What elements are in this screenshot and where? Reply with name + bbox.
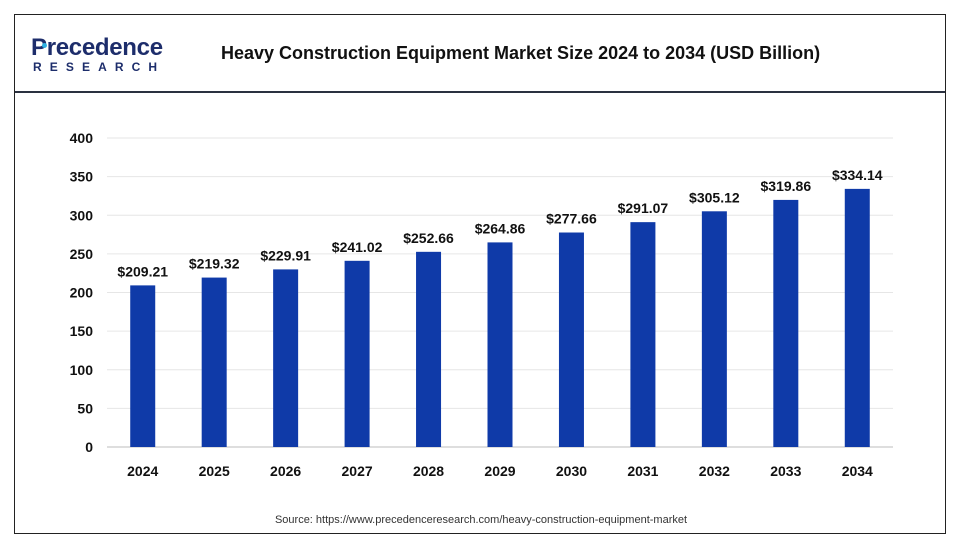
chart-title: Heavy Construction Equipment Market Size… xyxy=(221,43,821,63)
x-tick-label: 2025 xyxy=(199,463,230,479)
x-tick-label: 2034 xyxy=(842,463,873,479)
bar xyxy=(416,251,442,447)
bar xyxy=(487,242,513,447)
precedence-research-logo: Precedence RESEARCH xyxy=(31,35,181,77)
bar xyxy=(701,211,727,447)
logo-subtitle: RESEARCH xyxy=(33,60,166,74)
bar xyxy=(130,285,156,447)
chart-header: Precedence RESEARCH Heavy Construction E… xyxy=(15,15,945,93)
data-label: $305.12 xyxy=(689,189,740,205)
y-tick-label: 250 xyxy=(70,246,94,262)
x-tick-label: 2027 xyxy=(342,463,373,479)
x-tick-label: 2026 xyxy=(270,463,301,479)
data-label: $334.14 xyxy=(832,167,883,183)
bar xyxy=(630,222,656,447)
logo-accent-dot-icon xyxy=(42,43,47,48)
y-tick-label: 0 xyxy=(85,439,93,455)
y-tick-label: 50 xyxy=(77,400,93,416)
bar xyxy=(273,269,299,447)
bar xyxy=(844,188,870,448)
x-tick-label: 2033 xyxy=(770,463,801,479)
logo-wordmark: Precedence xyxy=(31,34,163,61)
data-label: $291.07 xyxy=(618,200,669,216)
x-tick-label: 2029 xyxy=(484,463,515,479)
data-label: $241.02 xyxy=(332,239,383,255)
y-tick-label: 300 xyxy=(70,207,94,223)
data-label: $209.21 xyxy=(117,263,168,279)
source-note: Source: https://www.precedenceresearch.c… xyxy=(274,514,688,526)
data-label: $219.32 xyxy=(189,256,240,272)
y-tick-label: 350 xyxy=(70,169,94,185)
bar xyxy=(558,232,584,447)
x-tick-label: 2032 xyxy=(699,463,730,479)
x-tick-label: 2030 xyxy=(556,463,587,479)
data-label: $319.86 xyxy=(761,178,812,194)
y-tick-label: 100 xyxy=(70,362,94,378)
y-tick-label: 150 xyxy=(70,323,94,339)
data-label: $277.66 xyxy=(546,211,597,227)
bar xyxy=(201,277,227,447)
bar xyxy=(773,199,799,447)
bar-chart: 0 50 100 150 200 250 300 350 400 $209.21 2024 $219.… xyxy=(70,130,893,479)
x-tick-label: 2028 xyxy=(413,463,444,479)
data-label: $252.66 xyxy=(403,230,454,246)
bar xyxy=(344,260,370,447)
data-label: $229.91 xyxy=(260,247,311,263)
x-tick-label: 2024 xyxy=(127,463,158,479)
chart-frame: Precedence RESEARCH Heavy Construction E… xyxy=(14,14,946,534)
y-tick-label: 200 xyxy=(70,285,94,301)
y-tick-label: 400 xyxy=(70,130,94,146)
data-label: $264.86 xyxy=(475,220,526,236)
x-tick-label: 2031 xyxy=(627,463,658,479)
